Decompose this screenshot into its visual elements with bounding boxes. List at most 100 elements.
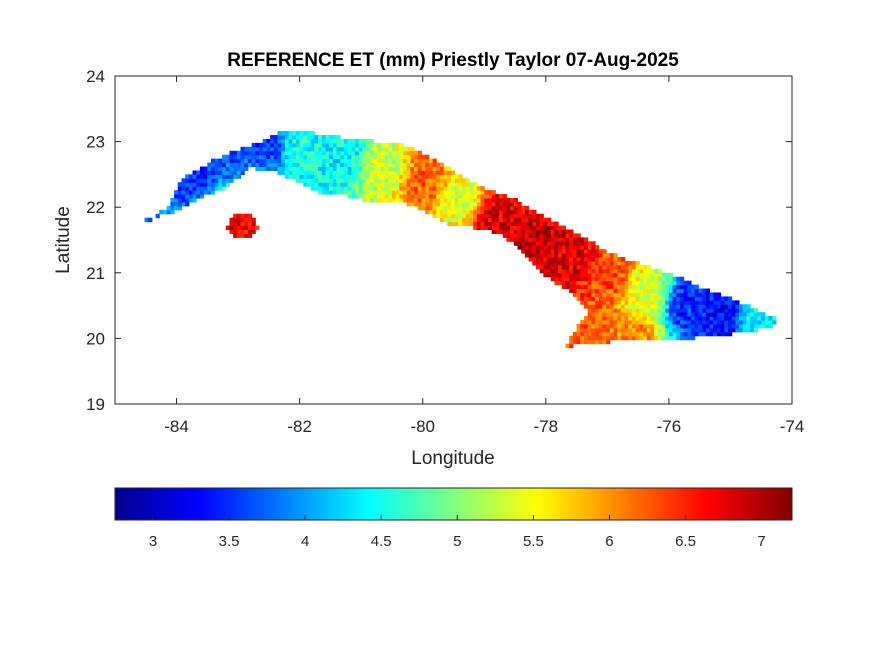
et-cell [366, 150, 371, 156]
et-cell [403, 174, 408, 179]
et-cell [705, 292, 711, 297]
et-cell [188, 182, 194, 187]
et-cell [635, 327, 640, 333]
et-cell [465, 198, 470, 203]
et-cell [576, 253, 581, 258]
et-cell [657, 320, 663, 325]
et-cell [321, 166, 326, 171]
et-cell [646, 276, 651, 282]
et-cell [702, 331, 707, 337]
et-cell [421, 198, 426, 203]
et-cell [469, 217, 474, 223]
et-cell [554, 233, 559, 238]
et-cell [620, 296, 626, 301]
et-cell [377, 186, 382, 191]
et-cell [587, 276, 592, 282]
et-cell [358, 150, 363, 156]
et-cell [369, 154, 374, 160]
et-cell [528, 249, 533, 254]
et-cell [229, 217, 234, 223]
et-cell [476, 190, 482, 195]
et-cell [391, 186, 397, 191]
et-cell [436, 209, 441, 215]
et-cell [343, 190, 349, 195]
et-cell [727, 300, 733, 305]
et-cell [510, 217, 515, 223]
et-cell [650, 300, 655, 305]
et-cell [211, 174, 216, 179]
et-cell [532, 237, 537, 242]
et-cell [576, 284, 581, 290]
et-cell [214, 162, 219, 168]
et-cell [366, 194, 371, 199]
et-cell [521, 217, 526, 223]
et-cell [528, 217, 533, 223]
et-cell [476, 213, 482, 219]
et-cell [716, 300, 722, 305]
et-cell [443, 178, 448, 183]
et-cell [406, 162, 411, 168]
et-cell [591, 316, 596, 321]
et-cell [403, 190, 408, 195]
et-cell [222, 162, 227, 168]
et-cell [565, 343, 570, 349]
et-cell [539, 237, 544, 242]
et-cell [414, 158, 419, 164]
et-cell [635, 268, 640, 274]
et-cell [439, 182, 445, 187]
et-cell [606, 339, 611, 345]
et-cell [373, 166, 378, 171]
et-cell [362, 166, 367, 171]
et-cell [550, 241, 555, 246]
et-cell [609, 308, 615, 313]
et-cell [620, 280, 626, 286]
et-cell [683, 296, 688, 301]
et-cell [535, 260, 541, 266]
et-cell [417, 205, 422, 211]
et-cell [336, 138, 341, 144]
et-cell [332, 154, 338, 160]
et-cell [506, 198, 511, 203]
et-cell [436, 213, 441, 219]
et-cell [314, 162, 319, 168]
et-cell [521, 205, 526, 211]
et-cell [679, 276, 685, 282]
et-cell [388, 158, 393, 164]
et-cell [535, 241, 541, 246]
et-cell [443, 217, 448, 223]
et-cell [724, 323, 729, 329]
et-cell [657, 284, 663, 290]
et-cell [524, 229, 530, 234]
et-cell [668, 276, 674, 282]
et-cell [222, 158, 227, 164]
et-cell [613, 276, 618, 282]
et-cell [595, 308, 600, 313]
et-cell [550, 221, 555, 227]
et-cell [211, 190, 216, 195]
et-cell [447, 201, 452, 207]
et-cell [639, 304, 644, 309]
et-cell [439, 186, 445, 191]
et-cell [517, 213, 522, 219]
et-cell [609, 304, 615, 309]
et-cell [188, 174, 194, 179]
et-cell [299, 142, 304, 148]
et-cell [373, 158, 378, 164]
et-cell [517, 205, 522, 211]
et-cell [499, 217, 504, 223]
et-cell [181, 178, 186, 183]
et-cell [321, 135, 326, 140]
et-cell [214, 174, 219, 179]
et-cell [377, 182, 382, 187]
et-cell [355, 174, 360, 179]
et-cell [731, 300, 736, 305]
et-cell [428, 198, 434, 203]
et-cell [414, 198, 419, 203]
x-tick-label: -78 [534, 417, 559, 436]
et-cell [288, 170, 293, 175]
et-cell [384, 154, 389, 160]
et-cell [432, 198, 437, 203]
et-cell [366, 186, 371, 191]
et-cell [561, 253, 567, 258]
et-cell [561, 268, 567, 274]
